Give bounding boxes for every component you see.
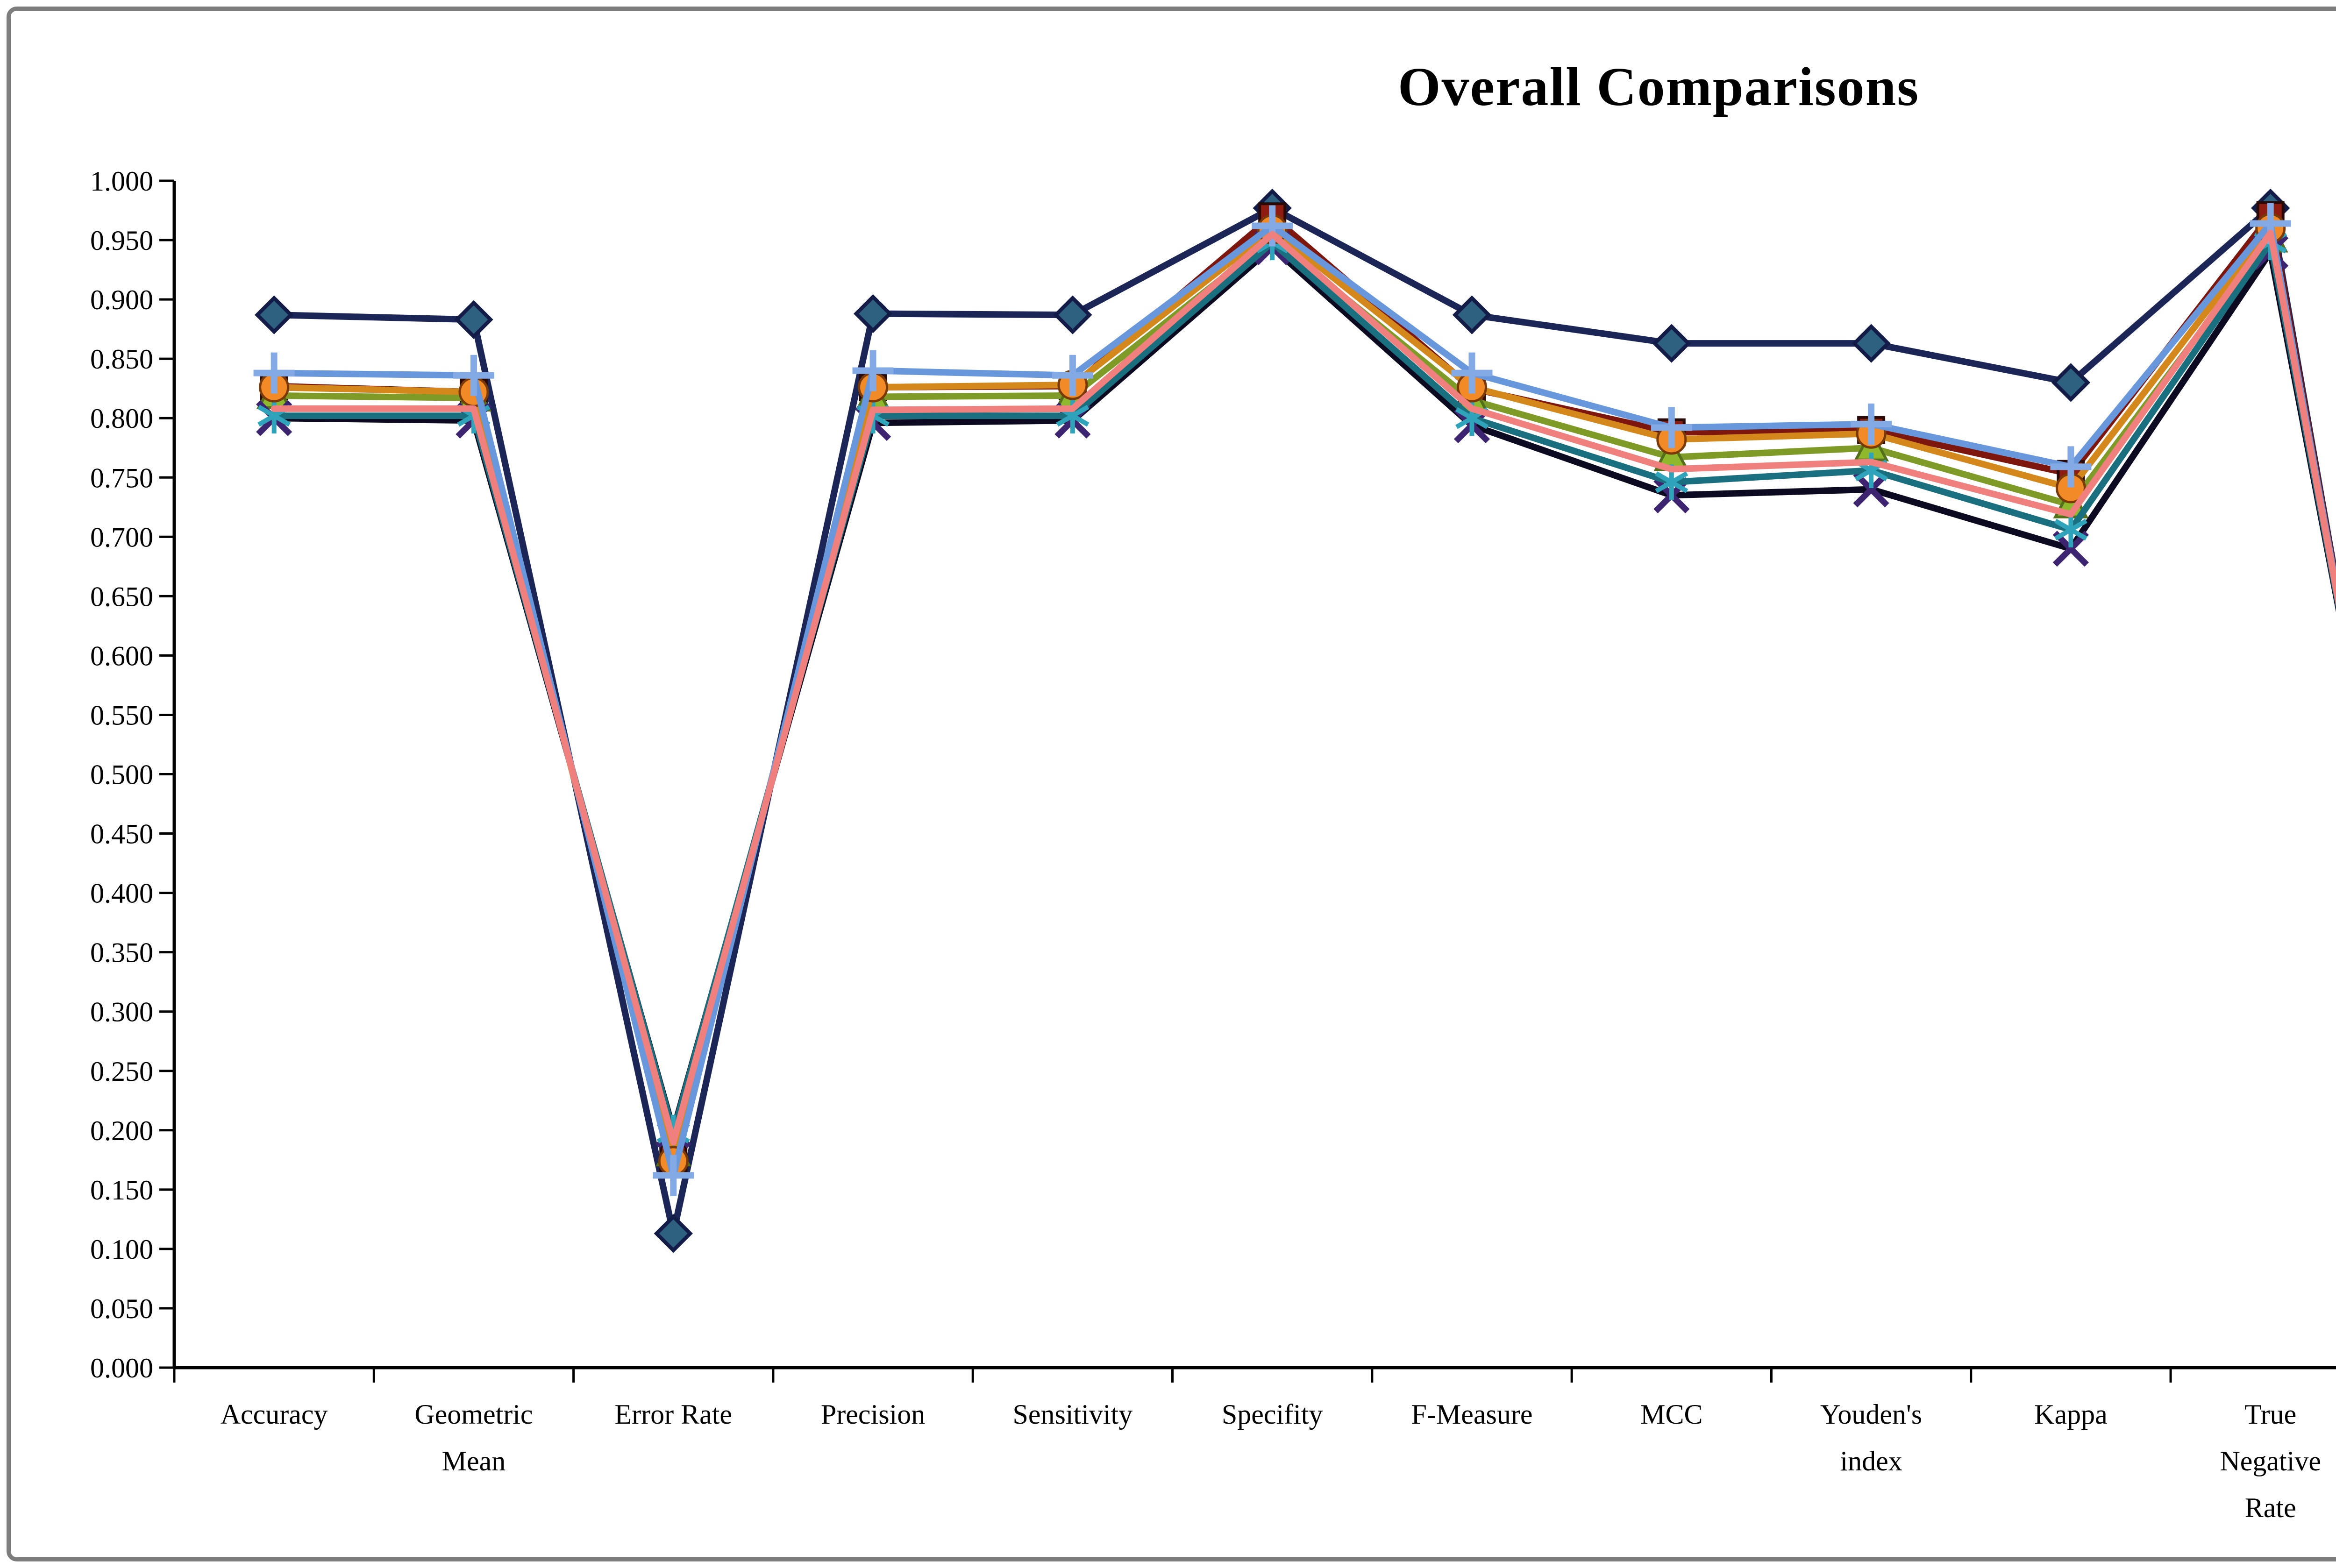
series-knn xyxy=(271,229,2336,1146)
y-axis-tick-label: 0.150 xyxy=(90,1175,153,1206)
y-axis-tick-label: 0.300 xyxy=(90,997,153,1028)
y-axis-tick-label: 0.650 xyxy=(90,581,153,612)
y-axis-tick-label: 0.900 xyxy=(90,284,153,315)
x-axis-category-label: Mean xyxy=(442,1446,506,1476)
x-axis-category-label: Youden's xyxy=(1820,1399,1922,1430)
y-axis-tick-label: 0.600 xyxy=(90,640,153,671)
x-axis-category-label: Negative xyxy=(2220,1446,2321,1476)
y-axis-tick-label: 0.000 xyxy=(90,1353,153,1384)
y-axis-tick-label: 0.250 xyxy=(90,1056,153,1087)
x-axis-category-label: Rate xyxy=(2245,1492,2296,1523)
y-axis-tick-label: 0.800 xyxy=(90,403,153,434)
y-axis-tick-label: 1.000 xyxy=(90,166,153,197)
x-axis-category-label: index xyxy=(1840,1446,1902,1476)
x-axis-category-label: Specifity xyxy=(1222,1399,1323,1430)
chart-title: Overall Comparisons xyxy=(1397,56,1920,117)
x-axis-category-label: True xyxy=(2244,1399,2296,1430)
y-axis-tick-label: 0.950 xyxy=(90,225,153,256)
y-axis-tick-label: 0.100 xyxy=(90,1234,153,1265)
y-axis-tick-label: 0.500 xyxy=(90,759,153,790)
series-kstar xyxy=(253,203,2336,1196)
y-axis-tick-label: 0.350 xyxy=(90,937,153,968)
x-axis-category-label: Geometric xyxy=(414,1399,533,1430)
x-axis-category-label: Accuracy xyxy=(221,1399,328,1430)
x-axis-category-label: F-Measure xyxy=(1411,1399,1533,1430)
y-axis-tick-label: 0.750 xyxy=(90,462,153,493)
y-axis-tick-label: 0.550 xyxy=(90,700,153,731)
x-axis-category-label: MCC xyxy=(1640,1399,1702,1430)
x-axis-category-label: Kappa xyxy=(2034,1399,2108,1430)
x-axis-category-label: Error Rate xyxy=(614,1399,732,1430)
y-axis-tick-label: 0.400 xyxy=(90,878,153,909)
y-axis-tick-label: 0.200 xyxy=(90,1115,153,1146)
y-axis-tick-label: 0.700 xyxy=(90,522,153,553)
y-axis-tick-label: 0.050 xyxy=(90,1293,153,1324)
y-axis-tick-label: 0.850 xyxy=(90,344,153,375)
y-axis-tick-label: 0.450 xyxy=(90,819,153,850)
x-axis-category-label: Precision xyxy=(821,1399,925,1430)
x-axis-category-label: Sensitivity xyxy=(1013,1399,1133,1430)
series-bayesian-network xyxy=(254,188,2336,1253)
